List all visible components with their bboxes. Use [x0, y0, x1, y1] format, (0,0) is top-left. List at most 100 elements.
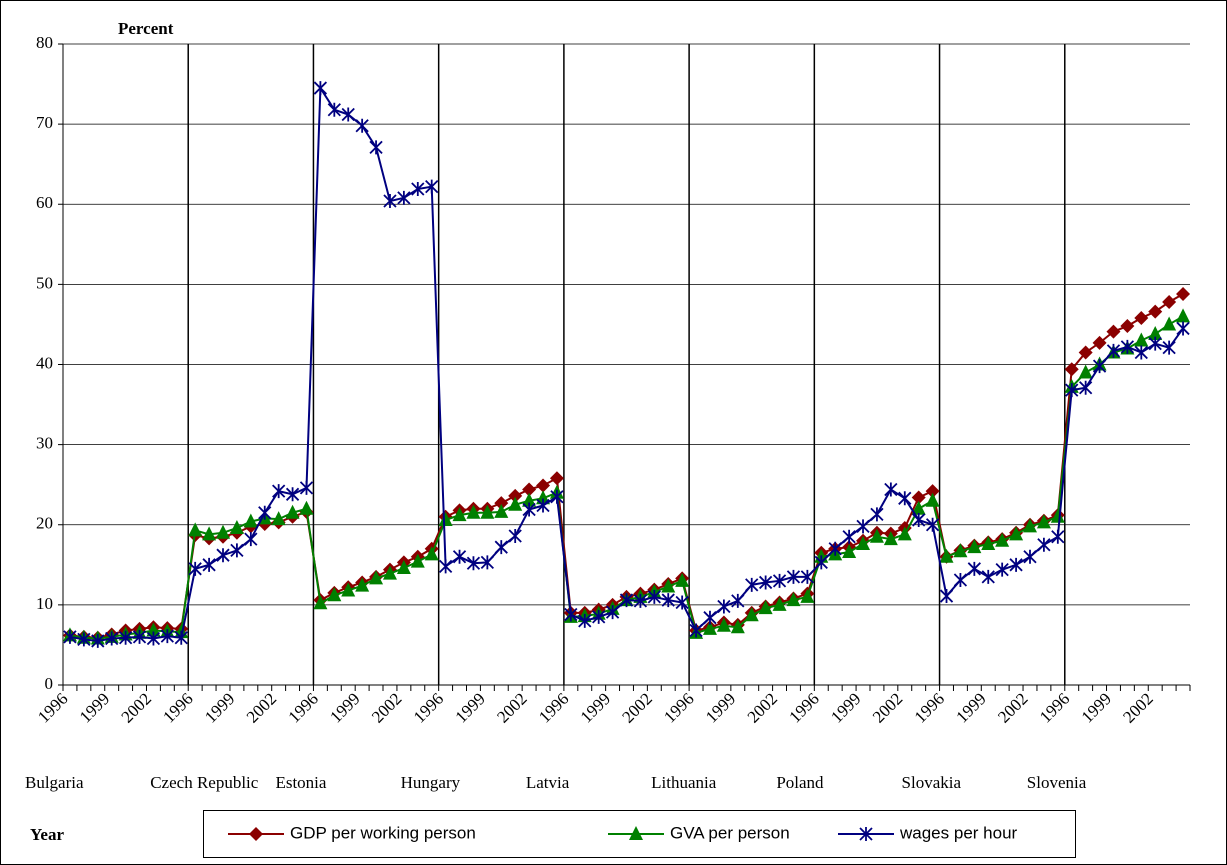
- data-point: [939, 589, 954, 604]
- data-point: [842, 543, 857, 558]
- data-point: [174, 630, 188, 645]
- data-point: [299, 500, 314, 515]
- data-point: [452, 507, 467, 522]
- data-point: [716, 617, 731, 632]
- data-point: [981, 569, 995, 584]
- data-point: [661, 593, 675, 608]
- data-point: [522, 502, 536, 517]
- data-point: [925, 517, 940, 532]
- group-label: Hungary: [401, 773, 461, 792]
- data-point: [146, 631, 161, 646]
- data-point: [717, 599, 731, 614]
- data-point: [188, 522, 203, 537]
- data-point: [132, 629, 147, 644]
- data-point: [856, 535, 871, 550]
- data-point: [730, 619, 745, 634]
- data-point: [105, 631, 119, 646]
- data-point: [967, 561, 981, 576]
- group-label: Slovakia: [902, 773, 962, 792]
- data-point: [355, 577, 370, 592]
- data-point: [800, 588, 815, 603]
- data-point: [786, 592, 801, 607]
- data-point: [731, 593, 745, 608]
- data-point: [243, 513, 258, 528]
- group-label: Lithuania: [651, 773, 717, 792]
- data-point: [327, 587, 342, 602]
- data-point: [229, 519, 244, 534]
- data-point: [911, 500, 926, 515]
- data-point: [911, 490, 926, 505]
- data-point: [313, 81, 328, 96]
- data-point: [397, 190, 411, 205]
- data-point: [1036, 514, 1051, 529]
- data-point: [411, 182, 425, 197]
- y-tick-label: 40: [36, 353, 53, 372]
- data-point: [1064, 362, 1079, 377]
- data-point: [744, 607, 759, 622]
- data-point: [327, 102, 341, 117]
- data-point: [341, 107, 355, 122]
- data-point: [480, 555, 495, 570]
- data-point: [1106, 324, 1121, 339]
- data-point: [856, 519, 870, 534]
- data-point: [1037, 537, 1051, 552]
- y-tick-label: 80: [36, 33, 53, 52]
- data-point: [1092, 335, 1107, 350]
- data-point: [772, 596, 787, 611]
- data-point: [77, 632, 91, 647]
- data-point: [869, 528, 884, 543]
- data-point: [244, 532, 258, 547]
- data-point: [249, 827, 263, 841]
- data-point: [578, 613, 592, 628]
- y-axis-label: Percent: [118, 19, 174, 38]
- data-point: [216, 548, 230, 563]
- legend-label: GVA per person: [670, 823, 790, 842]
- data-point: [285, 504, 300, 519]
- legend-label: GDP per working person: [290, 823, 476, 842]
- data-point: [772, 573, 787, 588]
- data-point: [508, 496, 523, 511]
- data-point: [494, 496, 509, 511]
- data-point: [341, 582, 356, 597]
- data-point: [1079, 380, 1093, 395]
- data-point: [382, 565, 397, 580]
- data-point: [63, 629, 77, 644]
- group-label: Slovenia: [1027, 773, 1087, 792]
- data-point: [508, 528, 522, 543]
- data-point: [981, 535, 996, 550]
- data-point: [522, 482, 537, 497]
- data-point: [828, 541, 842, 556]
- group-label: Poland: [776, 773, 824, 792]
- data-point: [689, 623, 703, 638]
- data-point: [438, 559, 453, 574]
- data-point: [1176, 308, 1191, 323]
- data-point: [758, 600, 773, 615]
- data-point: [1134, 311, 1149, 326]
- data-point: [146, 622, 161, 637]
- group-label: Estonia: [275, 773, 326, 792]
- data-point: [522, 492, 537, 507]
- data-point: [202, 526, 217, 541]
- data-point: [494, 540, 508, 555]
- data-point: [369, 140, 383, 155]
- data-point: [1120, 319, 1135, 334]
- group-label: Czech Republic: [150, 773, 259, 792]
- y-tick-label: 70: [36, 113, 53, 132]
- data-point: [859, 827, 873, 841]
- data-point: [536, 498, 550, 513]
- data-point: [202, 557, 216, 572]
- data-point: [1148, 336, 1162, 351]
- y-tick-label: 50: [36, 273, 53, 292]
- data-point: [912, 512, 926, 527]
- data-point: [995, 532, 1010, 547]
- data-point: [564, 607, 578, 622]
- data-point: [870, 507, 884, 522]
- data-point: [1078, 364, 1093, 379]
- data-point: [675, 595, 689, 610]
- data-point: [619, 593, 634, 608]
- data-point: [383, 194, 397, 209]
- data-point: [800, 569, 815, 584]
